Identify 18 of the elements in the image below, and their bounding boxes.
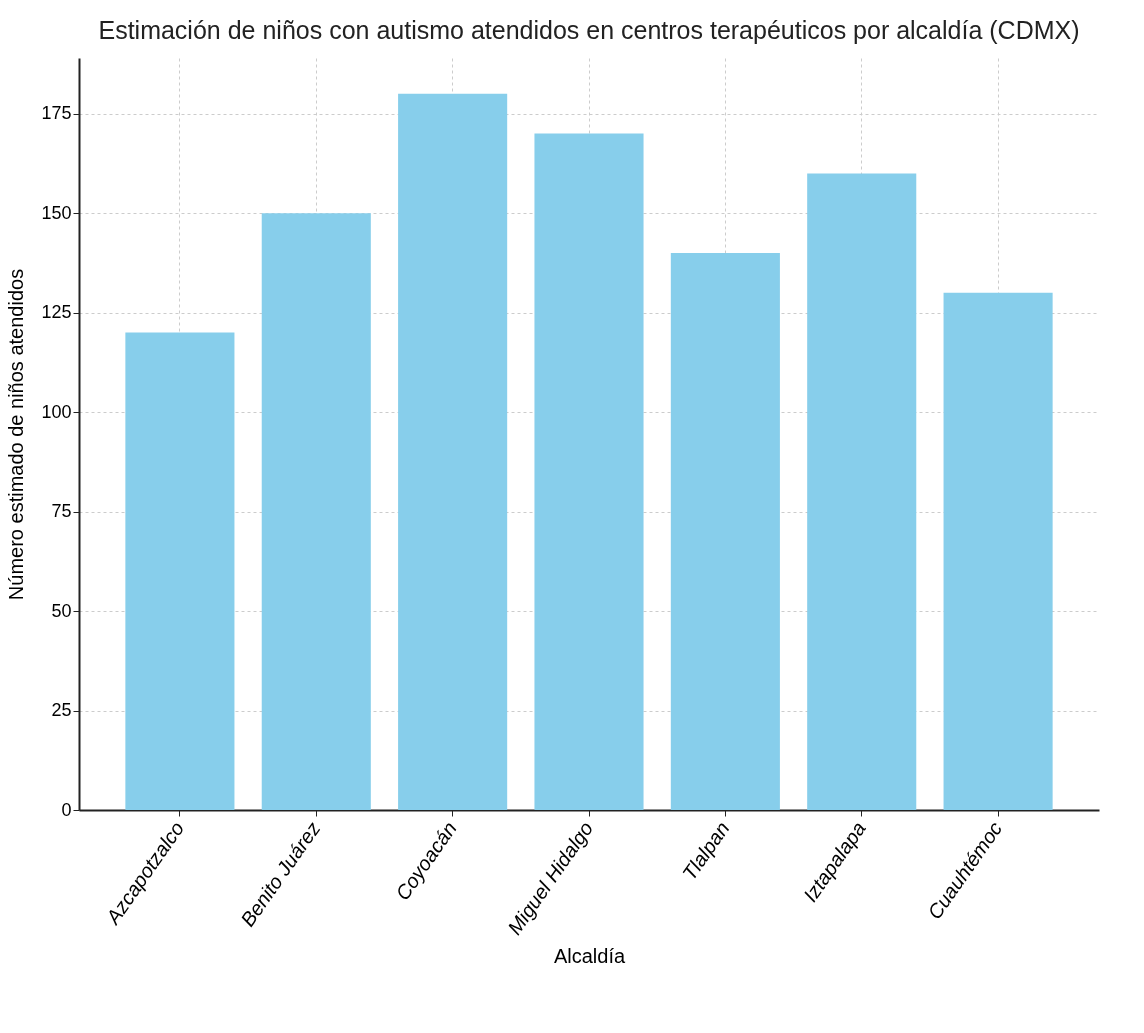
y-tick-label: 175 (41, 103, 72, 124)
chart-title: Estimación de niños con autismo atendidos en centros terapéuticos por alcaldía (CDMX) (98, 16, 1080, 44)
y-tick-label: 75 (51, 501, 72, 522)
bar (807, 173, 917, 810)
bar (261, 213, 371, 810)
y-tick-label: 50 (51, 600, 72, 621)
y-tick-label: 100 (41, 401, 72, 422)
bar (670, 252, 780, 810)
y-axis-title: Número estimado de niños atendidos (5, 268, 28, 601)
x-axis-title: Alcaldía (553, 944, 626, 967)
y-tick-label: 150 (41, 202, 72, 223)
bar (125, 332, 235, 810)
bar (534, 133, 644, 810)
y-tick-label: 0 (61, 799, 72, 820)
y-tick-label: 25 (51, 700, 72, 721)
y-tick-label: 125 (41, 302, 72, 323)
bar (398, 93, 508, 810)
bar (943, 292, 1053, 810)
